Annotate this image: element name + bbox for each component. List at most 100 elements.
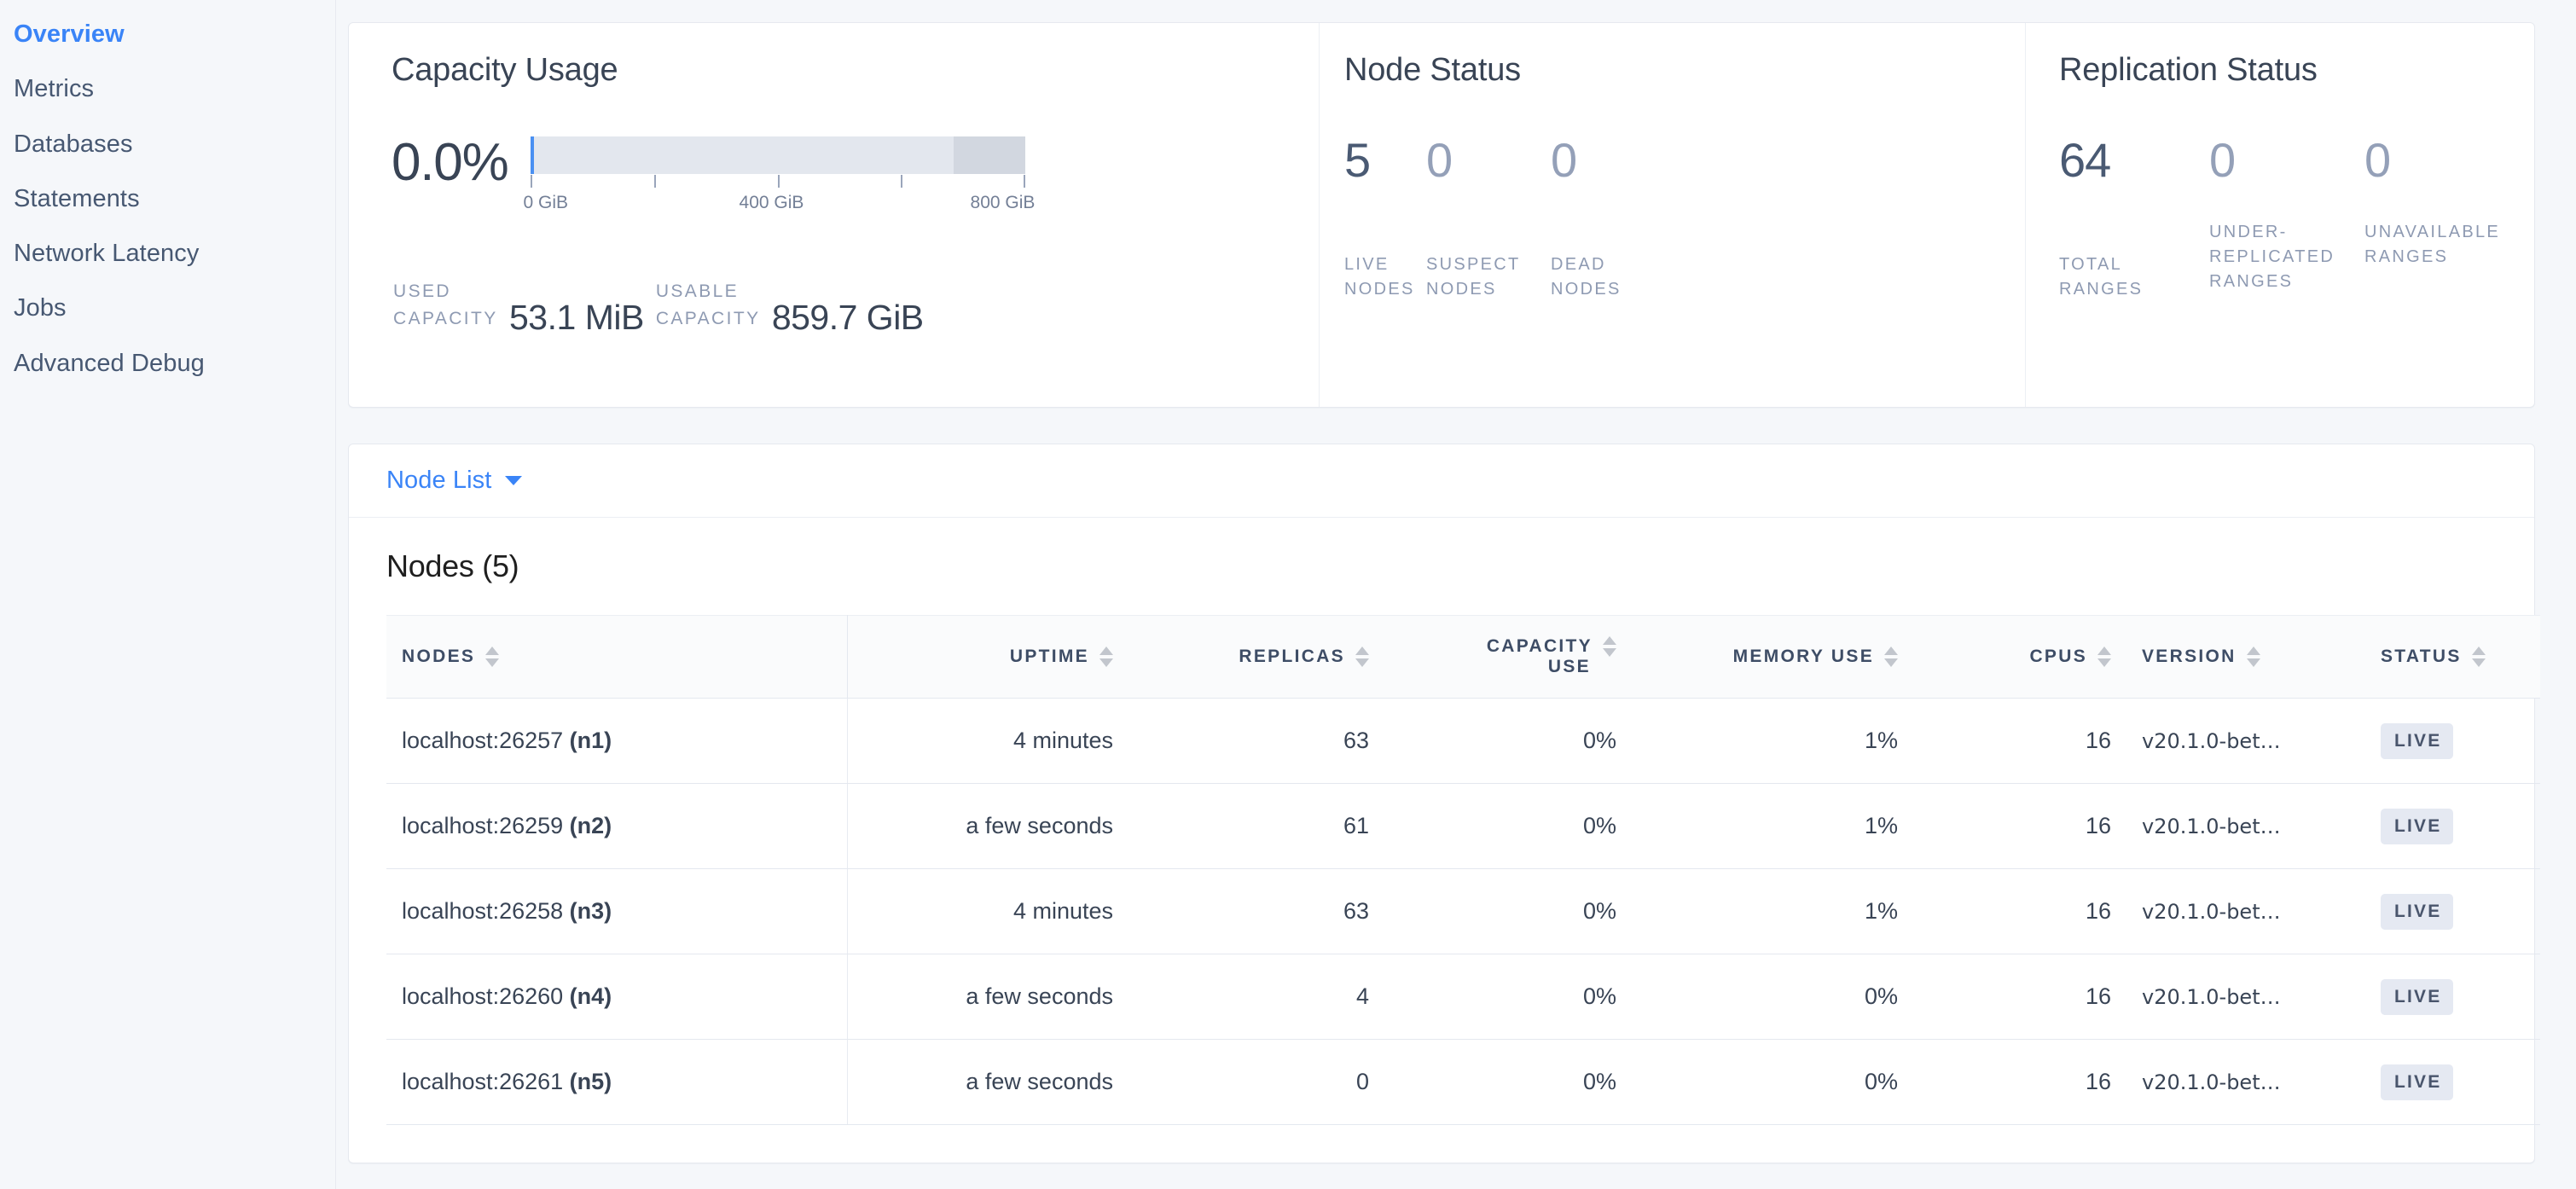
column-label: VERSION [2142, 647, 2237, 666]
column-header-memory-use[interactable]: MEMORY USE [1632, 615, 1913, 699]
axis-tick [900, 175, 902, 188]
sidebar-item-databases[interactable]: Databases [0, 117, 335, 171]
sidebar-item-label: Metrics [14, 75, 95, 103]
cell-node[interactable]: localhost:26258 (n3) [386, 868, 848, 954]
column-header-uptime[interactable]: UPTIME [847, 615, 1128, 699]
column-label: CPUS [2029, 647, 2087, 666]
capacity-axis-labels: 0 GiB 400 GiB 800 GiB [524, 193, 1036, 215]
unavailable-ranges-stat: 0 UNAVAILABLE RANGES [2364, 136, 2535, 302]
chevron-down-icon [505, 476, 523, 485]
cell-capacity-use: 0% [1384, 868, 1632, 954]
sidebar-item-jobs[interactable]: Jobs [0, 281, 335, 335]
column-header-version[interactable]: VERSION [2126, 615, 2365, 699]
node-list-header: Node List [349, 444, 2534, 518]
sidebar-item-network-latency[interactable]: Network Latency [0, 226, 335, 281]
nodes-table: NODES UPTIME [386, 615, 2540, 1125]
axis-tick [653, 175, 656, 188]
cell-status: LIVE [2365, 868, 2540, 954]
cell-node[interactable]: localhost:26259 (n2) [386, 783, 848, 869]
axis-label-0: 0 GiB [523, 193, 569, 212]
table-row[interactable]: localhost:26260 (n4) a few seconds 4 0% … [386, 954, 2540, 1040]
table-row[interactable]: localhost:26261 (n5) a few seconds 0 0% … [386, 1039, 2540, 1125]
column-header-nodes[interactable]: NODES [386, 615, 848, 699]
axis-label-400: 400 GiB [739, 193, 804, 212]
column-label: MEMORY USE [1732, 647, 1874, 666]
total-ranges-value: 64 [2059, 133, 2111, 187]
live-nodes-value: 5 [1344, 133, 1371, 187]
cell-cpus: 16 [1913, 868, 2126, 954]
cell-version: v20.1.0-bet… [2126, 783, 2365, 869]
table-row[interactable]: localhost:26258 (n3) 4 minutes 63 0% 1% … [386, 868, 2540, 954]
column-header-replicas[interactable]: REPLICAS [1128, 615, 1384, 699]
node-list-dropdown[interactable]: Node List [386, 467, 523, 495]
capacity-bar-used-fill [530, 136, 534, 174]
sort-icon[interactable] [1099, 647, 1113, 667]
column-label: STATUS [2381, 647, 2462, 666]
table-row[interactable]: localhost:26257 (n1) 4 minutes 63 0% 1% … [386, 698, 2540, 784]
capacity-usage-panel: Capacity Usage 0.0% [349, 52, 1319, 368]
sidebar-item-metrics[interactable]: Metrics [0, 61, 335, 116]
cell-capacity-use: 0% [1384, 954, 1632, 1040]
capacity-percent-value: 0.0% [392, 133, 509, 192]
cell-status: LIVE [2365, 1039, 2540, 1125]
node-id: (n5) [569, 1069, 612, 1094]
axis-label-800: 800 GiB [970, 193, 1036, 212]
cell-capacity-use: 0% [1384, 783, 1632, 869]
cell-node[interactable]: localhost:26261 (n5) [386, 1039, 848, 1125]
capacity-bar-unusable-segment [953, 136, 1025, 174]
column-header-capacity-use[interactable]: CAPACITY USE [1384, 615, 1632, 699]
status-badge: LIVE [2381, 978, 2454, 1015]
column-label: CAPACITY [1486, 636, 1593, 656]
sidebar-item-advanced-debug[interactable]: Advanced Debug [0, 336, 335, 391]
dead-nodes-value: 0 [1551, 133, 1577, 187]
cell-version: v20.1.0-bet… [2126, 868, 2365, 954]
cell-node[interactable]: localhost:26257 (n1) [386, 698, 848, 784]
sidebar-nav: Overview Metrics Databases Statements Ne… [0, 0, 336, 1189]
column-header-status[interactable]: STATUS [2365, 615, 2540, 699]
node-id: (n4) [569, 983, 612, 1009]
sort-icon[interactable] [485, 647, 500, 667]
cell-cpus: 16 [1913, 954, 2126, 1040]
sidebar-item-statements[interactable]: Statements [0, 171, 335, 226]
total-ranges-caption: TOTAL RANGES [2059, 255, 2144, 299]
capacity-stats: USED CAPACITY 53.1 MiB USABLE CAPACITY 859… [392, 278, 1319, 335]
axis-tick [1023, 175, 1025, 188]
node-host: localhost:26261 [402, 1069, 564, 1094]
capacity-bar-track [530, 136, 1025, 174]
dead-nodes-stat: 0 DEAD NODES [1551, 136, 1670, 302]
cell-status: LIVE [2365, 698, 2540, 784]
cell-capacity-use: 0% [1384, 698, 1632, 784]
sort-icon[interactable] [1355, 647, 1369, 667]
cell-uptime: a few seconds [847, 783, 1128, 869]
sidebar-item-label: Databases [14, 130, 133, 158]
capacity-axis-ticks [530, 175, 1025, 190]
cell-replicas: 0 [1128, 1039, 1384, 1125]
table-row[interactable]: localhost:26259 (n2) a few seconds 61 0%… [386, 783, 2540, 869]
sidebar-item-overview[interactable]: Overview [0, 7, 335, 61]
sort-icon[interactable] [1884, 647, 1898, 667]
sort-icon[interactable] [1603, 636, 1616, 657]
status-badge: LIVE [2381, 722, 2454, 759]
sort-icon[interactable] [2246, 647, 2260, 667]
sort-icon[interactable] [2471, 647, 2486, 667]
cell-cpus: 16 [1913, 783, 2126, 869]
cell-node[interactable]: localhost:26260 (n4) [386, 954, 848, 1040]
column-header-cpus[interactable]: CPUS [1913, 615, 2126, 699]
cell-memory-use: 0% [1632, 954, 1913, 1040]
sort-icon[interactable] [2097, 647, 2111, 667]
usable-capacity-value: 859.7 GiB [771, 298, 924, 337]
node-status-title: Node Status [1344, 52, 1521, 88]
node-id: (n1) [569, 728, 612, 753]
status-badge: LIVE [2381, 893, 2454, 930]
cell-uptime: a few seconds [847, 954, 1128, 1040]
replication-status-panel: Replication Status 64 TOTAL RANGES 0 UND… [2025, 23, 2535, 407]
sidebar-item-label: Network Latency [14, 240, 200, 267]
cell-cpus: 16 [1913, 698, 2126, 784]
used-capacity-value: 53.1 MiB [509, 298, 644, 337]
live-nodes-caption: LIVE NODES [1344, 255, 1415, 299]
table-header-row: NODES UPTIME [386, 615, 2540, 699]
node-list-body: Nodes (5) NODES [349, 518, 2540, 1163]
cell-cpus: 16 [1913, 1039, 2126, 1125]
sidebar-item-label: Overview [14, 20, 125, 48]
